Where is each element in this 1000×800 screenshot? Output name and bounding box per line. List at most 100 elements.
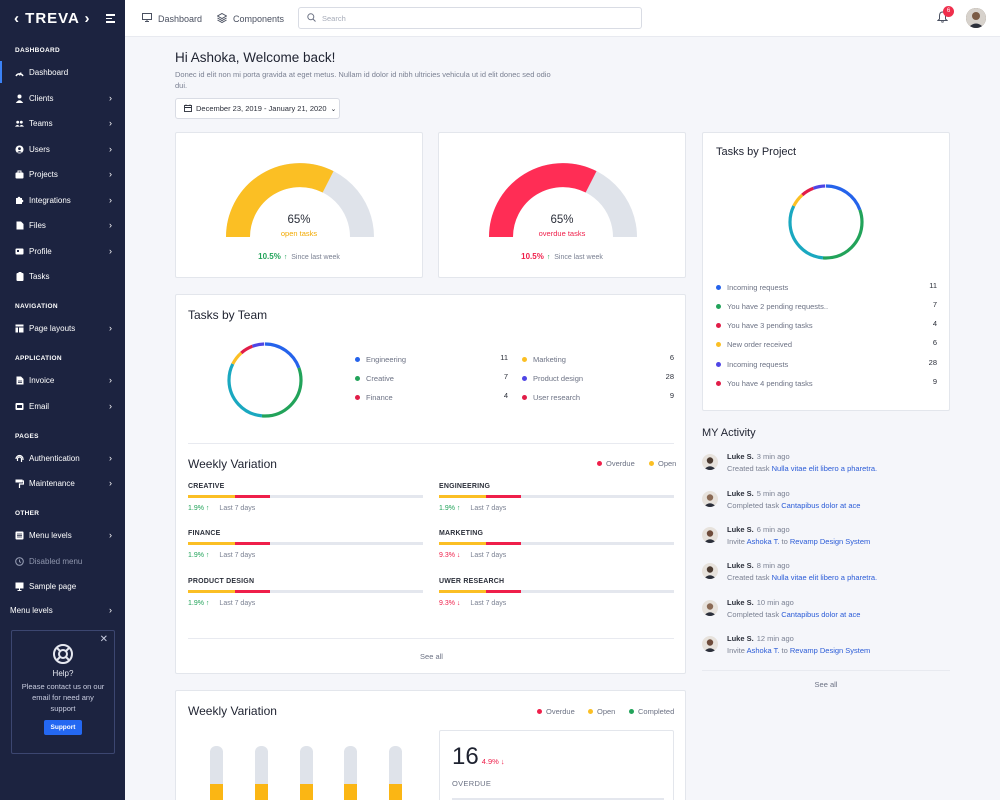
chevron-right-icon: › — [109, 93, 112, 103]
project-row-label: Incoming requests — [716, 360, 788, 369]
team-row-value: 7 — [503, 372, 508, 381]
sidebar-item-email[interactable]: Email › — [0, 395, 125, 417]
briefcase-icon — [15, 170, 24, 179]
gauge-percent: 65% — [550, 214, 574, 226]
sidebar-item-profile[interactable]: Profile › — [0, 240, 125, 262]
arrow-up-icon: ↑ — [205, 505, 210, 512]
activity-action: Invite — [727, 537, 747, 546]
avatar[interactable] — [702, 600, 718, 616]
activity-user[interactable]: Luke S. — [727, 489, 754, 498]
brand-logo[interactable]: ‹ TREVA › — [14, 10, 91, 27]
brand[interactable]: ‹ TREVA › — [0, 0, 125, 37]
activity-link[interactable]: Revamp Design System — [789, 537, 871, 546]
dashboard-icon — [15, 68, 24, 77]
activity-user[interactable]: Luke S. — [727, 525, 754, 534]
bar-open — [439, 590, 486, 593]
activity-user[interactable]: Luke S. — [727, 452, 754, 461]
arrow-down-icon: ↓ — [456, 600, 461, 607]
sidebar-item-disabled-menu[interactable]: Disabled menu — [0, 550, 125, 572]
stat-bar — [452, 798, 664, 800]
weekly-variation-card: Weekly Variation Overdue Open Completed … — [175, 690, 686, 800]
card-title: Tasks by Project — [716, 146, 797, 158]
avatar[interactable] — [966, 8, 986, 28]
sidebar-item-sample-page[interactable]: Sample page — [0, 575, 125, 597]
see-all-link[interactable]: See all — [420, 652, 443, 661]
activity-header: Luke S. 10 min ago — [727, 598, 794, 607]
card-title: Weekly Variation — [188, 704, 277, 718]
overdue-stat-card: 16 4.9% ↓ OVERDUE — [439, 730, 674, 800]
file-icon — [15, 221, 24, 230]
section-title-dashboard: DASHBOARD — [15, 47, 60, 54]
variation-bar — [439, 542, 674, 545]
sidebar-item-menu-levels[interactable]: Menu levels › — [0, 524, 125, 546]
monitor-icon — [15, 582, 24, 591]
avatar[interactable] — [702, 636, 718, 652]
sidebar-item-teams[interactable]: Teams › — [0, 112, 125, 134]
close-icon[interactable]: ✕ — [99, 634, 108, 645]
activity-user[interactable]: Luke S. — [727, 598, 754, 607]
sidebar-item-dashboard[interactable]: Dashboard — [0, 61, 125, 83]
date-range-picker[interactable]: December 23, 2019 - January 21, 2020 ⌄ — [175, 98, 340, 119]
activity-link[interactable]: Nulla vitae elit libero a pharetra. — [771, 464, 878, 473]
activity-user[interactable]: Luke S. — [727, 561, 754, 570]
chevron-right-icon: › — [109, 605, 112, 615]
fingerprint-icon — [15, 454, 24, 463]
project-row-value: 11 — [929, 281, 937, 290]
legend-overdue: Overdue — [537, 707, 575, 716]
donut-segment — [227, 342, 303, 418]
activity-link[interactable]: Ashoka T. — [746, 646, 780, 655]
project-row-label: You have 4 pending tasks — [716, 379, 813, 388]
sidebar-item-invoice[interactable]: Invoice › — [0, 369, 125, 391]
sidebar-item-tasks[interactable]: Tasks — [0, 265, 125, 287]
stack-icon — [15, 531, 24, 540]
bar-open — [188, 495, 235, 498]
variation-bar — [188, 495, 423, 498]
top-link-dashboard[interactable]: Dashboard — [142, 13, 202, 24]
sidebar-item-files[interactable]: Files › — [0, 214, 125, 236]
activity-link[interactable]: Ashoka T. — [746, 537, 780, 546]
top-link-components[interactable]: Components — [216, 12, 284, 25]
sidebar-item-projects[interactable]: Projects › — [0, 163, 125, 185]
search-input[interactable] — [322, 13, 622, 23]
activity-link[interactable]: Cantapibus dolor at ace — [781, 501, 861, 510]
menu-toggle-icon[interactable] — [106, 14, 115, 25]
bar-fill — [210, 784, 223, 800]
activity-time: 6 min ago — [756, 525, 790, 534]
legend-dot — [716, 285, 721, 290]
see-all-link[interactable]: See all — [814, 680, 838, 689]
project-row-label: Incoming requests — [716, 283, 788, 292]
puzzle-icon — [15, 196, 24, 205]
overdue-tasks-card: 65% overdue tasks 10.5% ↑ Since last week — [438, 132, 686, 278]
activity-link[interactable]: Cantapibus dolor at ace — [781, 610, 861, 619]
activity-user[interactable]: Luke S. — [727, 634, 754, 643]
legend-dot — [522, 376, 527, 381]
legend-dot — [522, 395, 527, 400]
support-button[interactable]: Support — [43, 720, 83, 735]
avatar[interactable] — [702, 454, 718, 470]
gauge-since: Since last week — [291, 254, 340, 261]
sidebar-item-users[interactable]: Users › — [0, 138, 125, 160]
sidebar-item-page-layouts[interactable]: Page layouts › — [0, 317, 125, 339]
avatar[interactable] — [702, 491, 718, 507]
activity-link[interactable]: Revamp Design System — [789, 646, 871, 655]
sidebar-item-integrations[interactable]: Integrations › — [0, 189, 125, 211]
sidebar-item-authentication[interactable]: Authentication › — [0, 447, 125, 469]
legend-label: Overdue — [546, 707, 575, 716]
activity-header: Luke S. 8 min ago — [727, 561, 790, 570]
sidebar-item-clients[interactable]: Clients › — [0, 87, 125, 109]
activity-link[interactable]: Nulla vitae elit libero a pharetra. — [771, 573, 878, 582]
sidebar-item-menu-levels[interactable]: Menu levels › — [0, 599, 125, 621]
sidebar-item-maintenance[interactable]: Maintenance › — [0, 472, 125, 494]
project-row-label: You have 2 pending requests.. — [716, 302, 828, 311]
legend-dot — [588, 709, 593, 714]
avatar[interactable] — [702, 563, 718, 579]
search-box[interactable] — [298, 7, 642, 29]
avatar[interactable] — [702, 527, 718, 543]
layers-icon — [216, 12, 228, 25]
bar-fill — [255, 784, 268, 800]
bar-overdue — [235, 590, 270, 593]
id-card-icon — [15, 247, 24, 256]
activity-time: 8 min ago — [756, 561, 790, 570]
user-circle-icon — [15, 145, 24, 154]
variation-bar — [188, 590, 423, 593]
